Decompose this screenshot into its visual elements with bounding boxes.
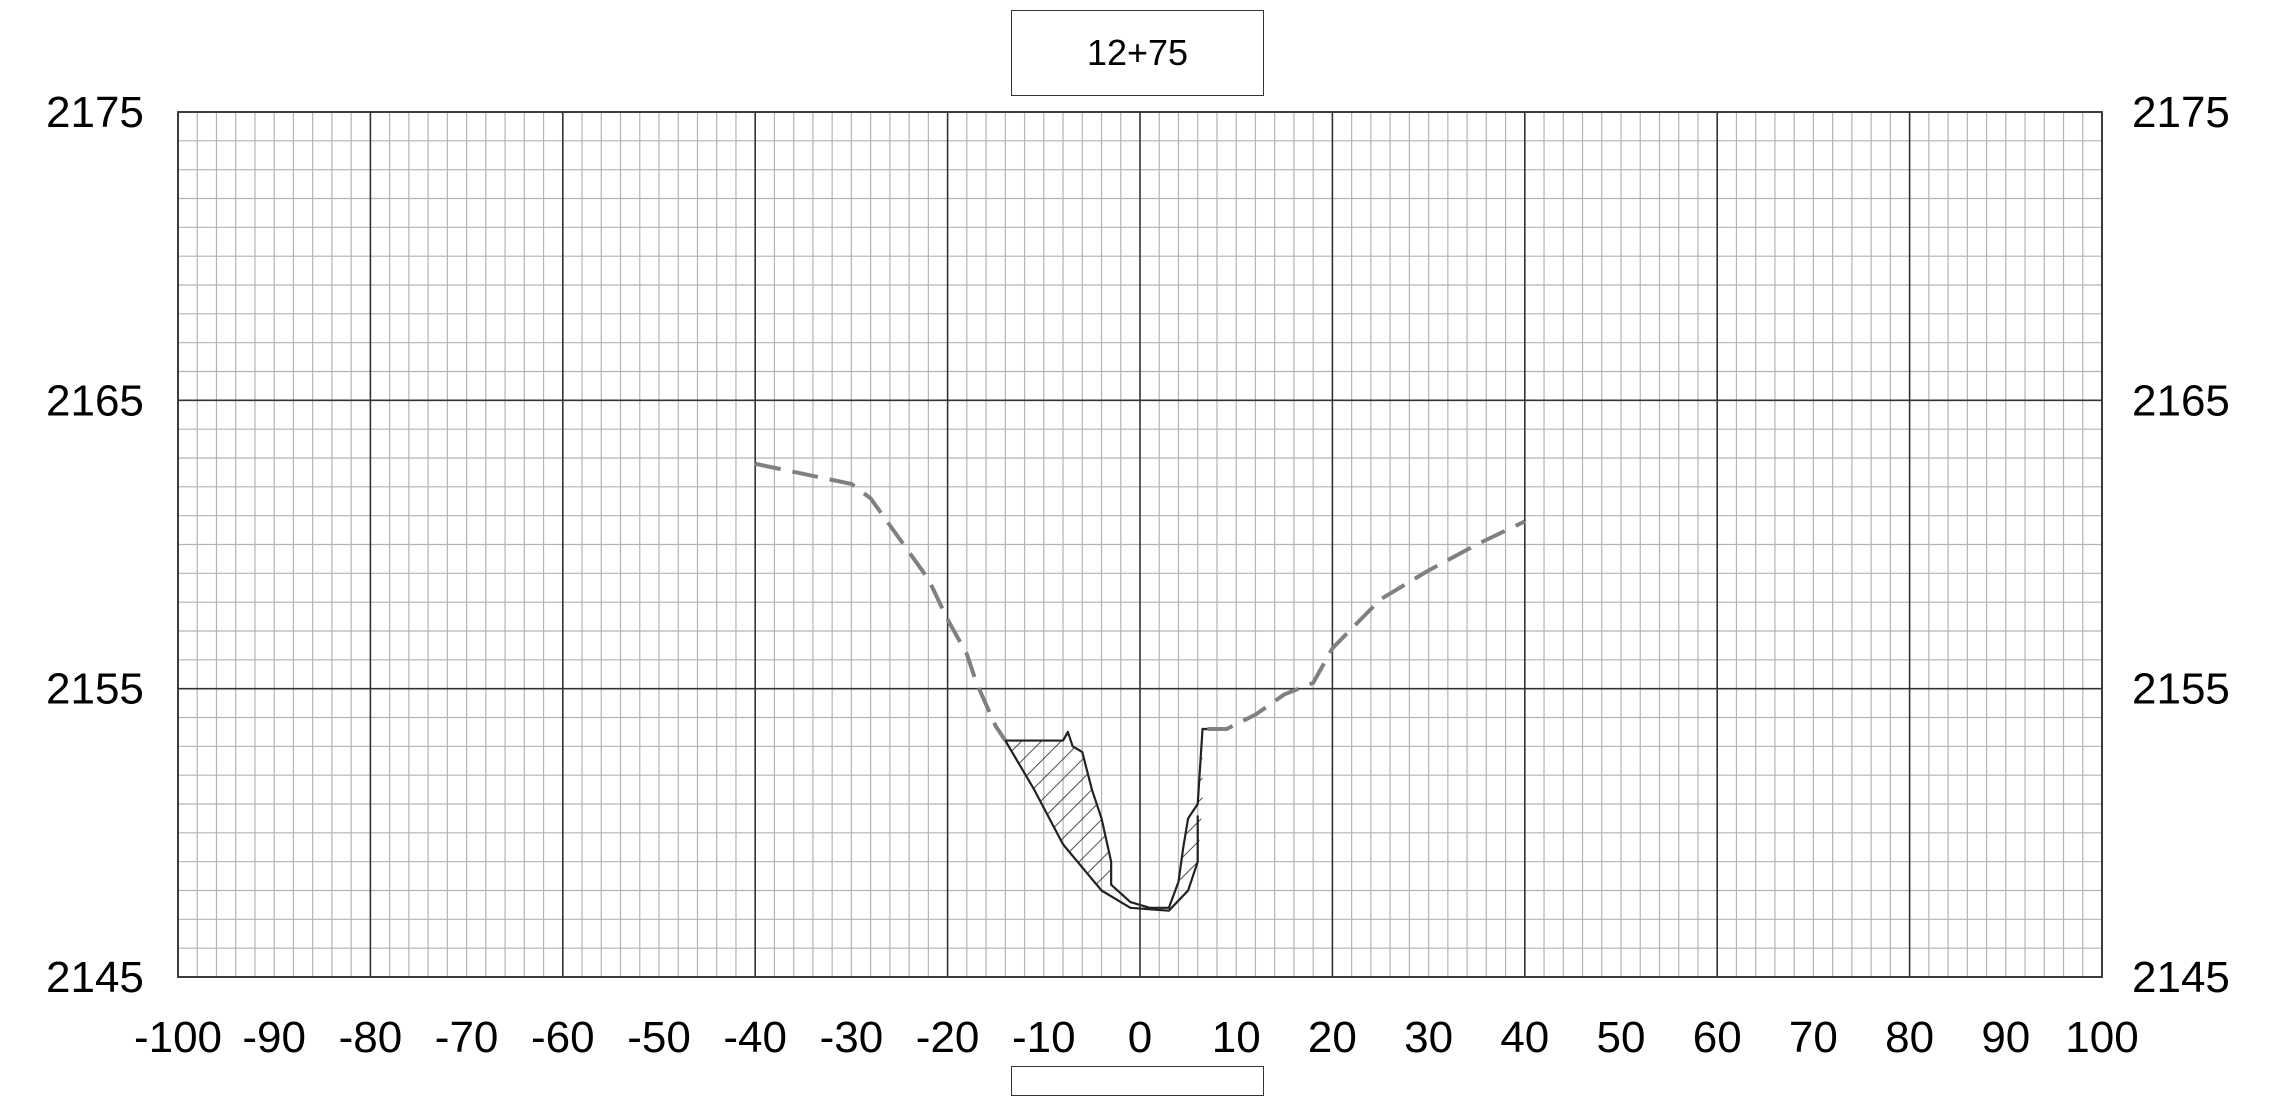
series [754, 461, 1526, 912]
y-tick-label-left: 2145 [46, 953, 144, 1002]
x-tick-label: -40 [723, 1013, 787, 1062]
x-tick-label: 10 [1212, 1013, 1261, 1062]
y-tick-label-right: 2145 [2132, 953, 2230, 1002]
x-tick-label: -90 [242, 1013, 306, 1062]
x-tick-label: -80 [339, 1013, 403, 1062]
x-tick-label: 70 [1789, 1013, 1838, 1062]
x-tick-label: 100 [2065, 1013, 2138, 1062]
section-line [1004, 740, 1199, 912]
hatched-region [1005, 731, 1112, 891]
x-tick-label: 50 [1597, 1013, 1646, 1062]
x-tick-label: -10 [1012, 1013, 1076, 1062]
hatched-regions [1005, 729, 1203, 891]
y-tick-label-left: 2165 [46, 376, 144, 425]
station-label-box: 12+75 [1011, 10, 1264, 96]
bottom-label-box [1011, 1066, 1264, 1096]
x-tick-label: -20 [916, 1013, 980, 1062]
hatched-region [1178, 729, 1203, 891]
y-tick-label-right: 2165 [2132, 376, 2230, 425]
y-tick-label-right: 2155 [2132, 665, 2230, 714]
existing-ground-line [1207, 519, 1526, 732]
tick-labels: -100 -90 -80 -70 -60 -50 -40 -30 -20 -10 0 10 20 30 40… [46, 88, 2230, 1062]
x-tick-label: -100 [134, 1013, 222, 1062]
section-line [1005, 727, 1208, 909]
grid [177, 111, 2103, 978]
y-tick-label-left: 2155 [46, 665, 144, 714]
y-tick-label-right: 2175 [2132, 88, 2230, 137]
x-tick-label: -70 [435, 1013, 499, 1062]
x-tick-label: -30 [820, 1013, 884, 1062]
x-tick-label: 90 [1981, 1013, 2030, 1062]
x-tick-label: 80 [1885, 1013, 1934, 1062]
y-tick-label-left: 2175 [46, 88, 144, 137]
x-tick-label: 20 [1308, 1013, 1357, 1062]
x-tick-label: 30 [1404, 1013, 1453, 1062]
x-tick-label: 40 [1500, 1013, 1549, 1062]
plot-frame [177, 111, 2103, 978]
existing-ground-line [754, 461, 1007, 742]
x-tick-label: -50 [627, 1013, 691, 1062]
x-tick-label: -60 [531, 1013, 595, 1062]
station-label: 12+75 [1086, 32, 1189, 73]
x-tick-label: 60 [1693, 1013, 1742, 1062]
x-tick-label: 0 [1128, 1013, 1152, 1062]
